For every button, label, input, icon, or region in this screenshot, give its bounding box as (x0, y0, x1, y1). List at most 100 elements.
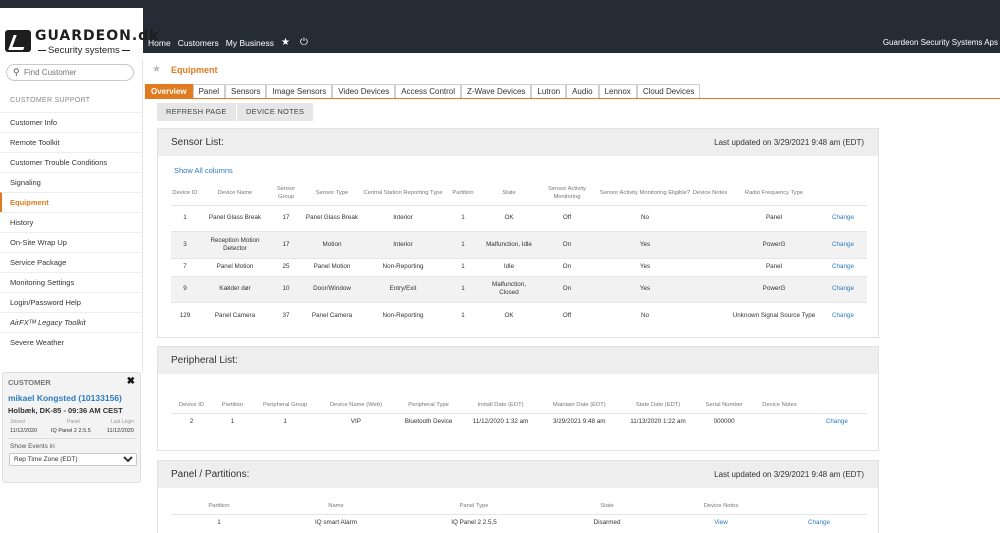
tab-lennox[interactable]: Lennox (598, 84, 637, 99)
sidebar: ⚲ CUSTOMER SUPPORT Customer Info Remote … (0, 60, 143, 373)
sidebar-item-signaling[interactable]: Signaling (0, 172, 143, 192)
sensor-table-header: Device ID Device Name Sensor Group Senso… (171, 181, 867, 205)
nav-my-business[interactable]: My Business (225, 37, 274, 48)
customer-card: CUSTOMER ✖ mikael Kongsted (10133156) Ho… (2, 372, 141, 483)
sensor-list-header: Sensor List: Last updated on 3/29/2021 9… (158, 129, 878, 156)
col-radio-frequency: Radio Frequency Type (744, 189, 804, 196)
cell: Bluetooth Device (394, 412, 463, 431)
col-state: State (502, 189, 516, 196)
cell: Unknown Signal Source Type (729, 301, 819, 329)
change-link[interactable]: Change (819, 204, 867, 231)
find-customer-input[interactable] (24, 67, 129, 78)
equipment-tabs: Overview Panel Sensors Image Sensors Vid… (145, 84, 701, 99)
close-icon[interactable]: ✖ (126, 376, 135, 387)
sidebar-item-trouble-conditions[interactable]: Customer Trouble Conditions (0, 152, 143, 172)
cell: Panel Motion (199, 257, 271, 276)
cell: 1 (171, 204, 199, 231)
sidebar-item-monitoring-settings[interactable]: Monitoring Settings (0, 272, 143, 292)
tab-overview[interactable]: Overview (145, 84, 193, 99)
col-activity-eligible: Sensor Activity Monitoring Eligible? (599, 189, 691, 196)
cell: Panel Camera (301, 301, 363, 329)
tab-sensors[interactable]: Sensors (225, 84, 267, 99)
last-login-value: 11/12/2020 (106, 428, 134, 434)
sidebar-item-remote-toolkit[interactable]: Remote Toolkit (0, 132, 143, 152)
cell: No (599, 204, 691, 231)
joined-value: 11/12/2020 (10, 428, 38, 434)
cell: Interior (363, 204, 443, 231)
sensor-list-panel: Sensor List: Last updated on 3/29/2021 9… (157, 128, 879, 338)
star-icon[interactable]: ★ (280, 37, 290, 48)
sidebar-item-login-password-help[interactable]: Login/Password Help (0, 292, 143, 312)
tab-audio[interactable]: Audio (566, 84, 599, 99)
change-link[interactable]: Change (819, 275, 867, 302)
tab-panel[interactable]: Panel (192, 84, 226, 99)
change-link[interactable]: Change (806, 412, 867, 431)
cell: IQ Panel 2 2.5.5 (405, 513, 543, 531)
tab-lutron[interactable]: Lutron (531, 84, 567, 99)
change-link[interactable]: Change (771, 513, 867, 531)
col-partition: Partition (208, 503, 230, 510)
tab-cloud-devices[interactable]: Cloud Devices (636, 84, 701, 99)
show-all-columns-link[interactable]: Show All columns (174, 166, 233, 175)
sidebar-item-history[interactable]: History (0, 212, 143, 232)
sidebar-item-customer-info[interactable]: Customer Info (0, 112, 143, 132)
cell: Non-Reporting (363, 257, 443, 276)
tab-zwave-devices[interactable]: Z-Wave Devices (461, 84, 532, 99)
col-maintain-date: Maintain Date (EDT) (552, 401, 606, 408)
sensor-list-title: Sensor List: (171, 137, 224, 148)
device-notes-button[interactable]: DEVICE NOTES (237, 103, 314, 121)
time-zone-select[interactable]: Rep Time Zone (EDT) (9, 453, 137, 466)
customer-location: Holbæk, DK-85 - 09:36 AM CEST (8, 406, 123, 415)
table-row: 7 Panel Motion 25 Panel Motion Non-Reporting… (171, 257, 867, 276)
guardeon-logo[interactable]: GUARDEON.dk Security systems (0, 8, 159, 60)
table-row: 9 Kælder dør 10 Door/Window Entry/Exit 1 Malfu… (171, 275, 867, 302)
nav-home[interactable]: Home (148, 37, 171, 48)
peripheral-list-header: Peripheral List: (158, 347, 878, 374)
cell: Interior (363, 230, 443, 258)
customer-name-link[interactable]: mikael Kongsted (10133156) (8, 393, 122, 403)
sidebar-item-airfx-legacy-toolkit[interactable]: AirFXᵀᴹ Legacy Toolkit (0, 312, 143, 332)
change-link[interactable]: Change (819, 257, 867, 276)
cell: On (535, 230, 599, 258)
sidebar-item-equipment[interactable]: Equipment (0, 192, 143, 212)
cell: No (599, 301, 691, 329)
col-activity-monitoring: Sensor Activity Monitoring (547, 185, 587, 200)
change-link[interactable]: Change (819, 230, 867, 258)
find-customer-search[interactable]: ⚲ (6, 64, 134, 81)
cell: Yes (599, 275, 691, 302)
cell: Disarmed (543, 513, 671, 531)
company-name: Guardeon Security Systems Aps (882, 38, 998, 47)
favorite-star-icon[interactable]: ★ (152, 64, 161, 75)
view-notes-link[interactable]: View (671, 513, 771, 531)
col-device-name-web: Device Name (Web) (329, 401, 382, 408)
sidebar-item-severe-weather[interactable]: Severe Weather (0, 332, 143, 352)
cell: 10 (271, 275, 301, 302)
col-state: State (600, 503, 614, 510)
cell: 1 (443, 301, 483, 329)
sensor-list-updated: Last updated on 3/29/2021 9:48 am (EDT) (714, 138, 864, 147)
top-bar (0, 0, 1000, 53)
cell: On (535, 257, 599, 276)
partitions-updated: Last updated on 3/29/2021 9:48 am (EDT) (714, 470, 864, 479)
customer-card-title: CUSTOMER (8, 378, 51, 387)
cell: 3 (171, 230, 199, 258)
refresh-page-button[interactable]: REFRESH PAGE (157, 103, 236, 121)
nav-customers[interactable]: Customers (177, 37, 219, 48)
cell: Motion (301, 230, 363, 258)
peripheral-table: Device ID Partition Peripheral Group Dev… (171, 397, 867, 431)
tab-image-sensors[interactable]: Image Sensors (266, 84, 333, 99)
cell: OK (483, 301, 535, 329)
cell: Malfunction, Idle (483, 230, 535, 258)
cell (691, 230, 729, 258)
cell: 17 (271, 230, 301, 258)
col-device-notes: Device Notes (703, 503, 739, 510)
tab-video-devices[interactable]: Video Devices (332, 84, 396, 99)
change-link[interactable]: Change (819, 301, 867, 329)
tab-access-control[interactable]: Access Control (395, 84, 462, 99)
sidebar-item-onsite-wrap-up[interactable]: On-Site Wrap Up (0, 232, 143, 252)
table-row: 2 1 1 VIP Bluetooth Device 11/12/2020 1:32 am… (171, 412, 867, 431)
sidebar-item-service-package[interactable]: Service Package (0, 252, 143, 272)
col-device-notes: Device Notes (762, 401, 797, 408)
col-partition: Partition (221, 401, 244, 408)
power-icon[interactable]: ⏻ (299, 37, 308, 48)
